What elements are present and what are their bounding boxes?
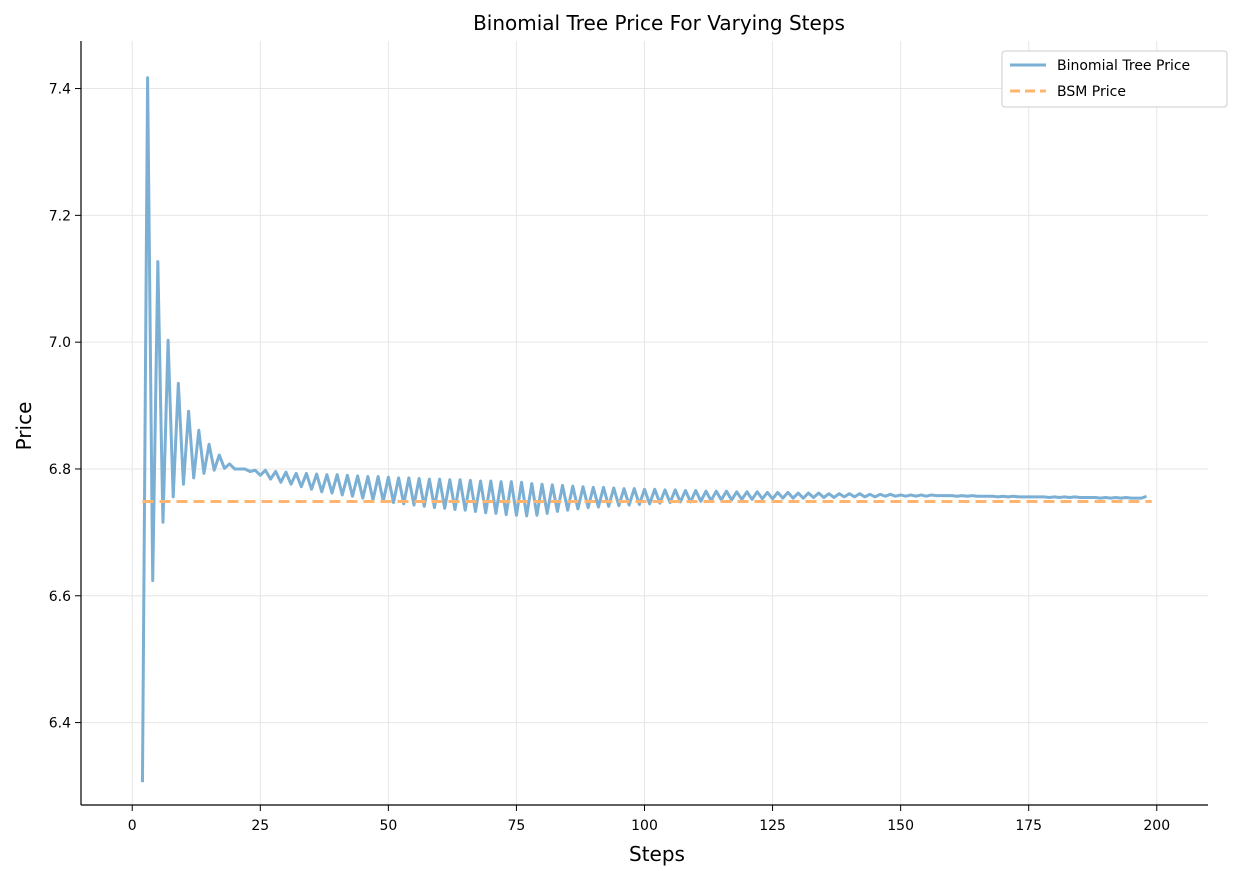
grid	[81, 41, 1208, 805]
y-tick-label: 6.8	[49, 462, 71, 478]
x-tick-label: 25	[251, 818, 269, 834]
x-tick-label: 75	[508, 818, 526, 834]
x-tick-label: 50	[379, 818, 397, 834]
x-tick-label: 200	[1143, 818, 1170, 834]
legend-label-binomial: Binomial Tree Price	[1057, 58, 1190, 74]
x-tick-label: 100	[631, 818, 658, 834]
binomial-tree-price-line	[140, 76, 1148, 783]
chart-title: Binomial Tree Price For Varying Steps	[473, 11, 845, 35]
x-axis-ticks: 0 25 50 75 100 125 150 175 200	[128, 805, 1170, 834]
y-tick-label: 6.6	[49, 589, 71, 605]
y-tick-label: 7.0	[49, 335, 71, 351]
legend-label-bsm: BSM Price	[1057, 84, 1126, 100]
series-layer	[140, 76, 1152, 783]
y-axis-ticks: 6.4 6.6 6.8 7.0 7.2 7.4	[49, 82, 81, 732]
x-axis-label: Steps	[629, 842, 685, 866]
x-tick-label: 125	[759, 818, 786, 834]
legend: Binomial Tree Price BSM Price	[1001, 50, 1228, 108]
legend-frame	[1001, 50, 1228, 108]
y-tick-label: 7.4	[49, 82, 71, 98]
y-tick-label: 6.4	[49, 716, 71, 732]
x-tick-label: 0	[128, 818, 137, 834]
x-tick-label: 150	[887, 818, 914, 834]
x-tick-label: 175	[1015, 818, 1042, 834]
y-axis-label: Price	[12, 402, 36, 451]
y-tick-label: 7.2	[49, 208, 71, 224]
